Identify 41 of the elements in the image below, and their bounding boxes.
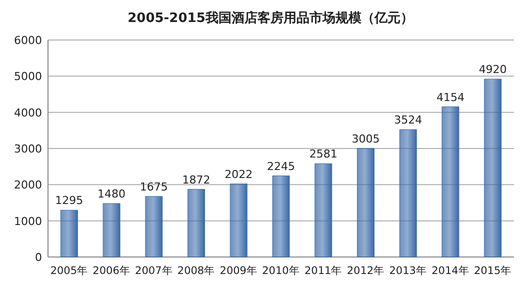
y-tick-label: 6000 [14,34,42,47]
bar [272,176,290,258]
x-tick-label: 2010年 [262,265,300,277]
x-tick-label: 2012年 [346,265,385,277]
data-label: 1872 [182,173,210,186]
bar [60,210,78,258]
bar [357,148,374,258]
y-tick-label: 2000 [14,178,42,192]
data-label: 1675 [140,180,168,194]
bar [188,189,205,258]
y-tick-label: 3000 [14,142,42,156]
x-tick-label: 2014年 [432,265,470,277]
bar [102,203,120,258]
y-tick-label: 1000 [14,214,42,228]
bar [145,196,163,258]
bar [484,78,502,258]
x-tick-label: 2008年 [177,265,216,277]
x-tick-label: 2011年 [304,265,342,277]
x-tick-label: 2013年 [389,265,427,277]
x-tick-label: 2005年 [50,265,88,277]
y-tick-label: 0 [35,251,42,264]
bar [230,184,248,258]
bar [314,163,332,258]
x-tick-label: 2009年 [220,265,258,277]
data-label: 1480 [98,187,126,200]
data-label: 2022 [224,168,253,181]
data-label: 3524 [394,114,422,127]
x-tick-label: 2007年 [135,265,173,277]
bar [442,106,460,258]
data-label: 4920 [478,63,507,76]
bar [399,129,417,258]
data-label: 3005 [352,132,380,146]
data-label: 4154 [436,90,464,104]
y-tick-label: 5000 [14,70,42,84]
data-label: 1295 [55,194,84,208]
x-tick-label: 2015年 [474,265,512,277]
y-tick-label: 4000 [14,106,42,120]
data-label: 2245 [267,160,295,173]
x-tick-label: 2006年 [92,265,130,277]
data-label: 2581 [309,148,338,161]
chart-title: 2005-2015我国酒店客房用品市场规模（亿元） [128,10,414,26]
